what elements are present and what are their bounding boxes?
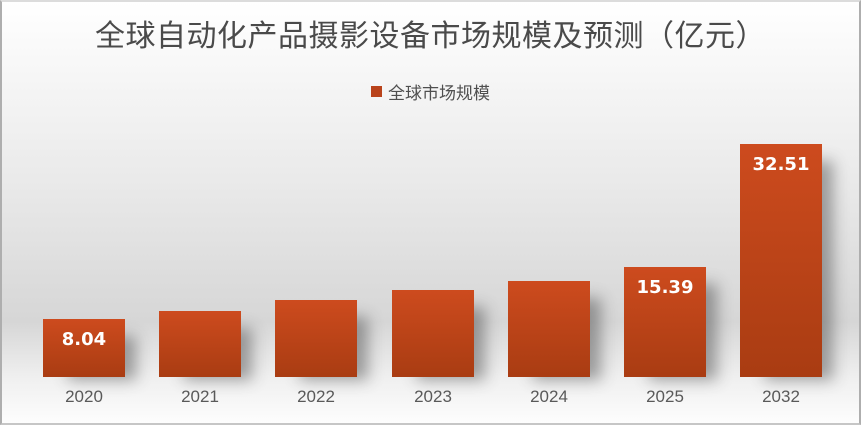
x-axis-label-2025: 2025 bbox=[646, 387, 684, 406]
x-axis-label-2020: 2020 bbox=[65, 387, 103, 406]
x-axis-label-2023: 2023 bbox=[414, 387, 452, 406]
bar-2025: 15.39 bbox=[624, 267, 706, 377]
bar-2021 bbox=[159, 311, 241, 377]
bar-value-label: 15.39 bbox=[636, 277, 694, 298]
bar-2032: 32.51 bbox=[740, 144, 822, 377]
bar-2020: 8.04 bbox=[43, 319, 125, 377]
bar-2022 bbox=[275, 300, 357, 377]
bar-2024 bbox=[508, 281, 590, 377]
x-axis-label-2021: 2021 bbox=[181, 387, 219, 406]
bar-value-label: 32.51 bbox=[752, 154, 810, 175]
legend: 全球市场规模 bbox=[2, 79, 859, 104]
bar-value-label: 8.04 bbox=[61, 329, 107, 350]
legend-swatch-icon bbox=[371, 86, 382, 97]
legend-label: 全球市场规模 bbox=[388, 84, 490, 104]
chart-title: 全球自动化产品摄影设备市场规模及预测（亿元） bbox=[95, 19, 766, 54]
bar-2023 bbox=[392, 290, 474, 377]
x-axis-label-2022: 2022 bbox=[297, 387, 335, 406]
x-axis-label-2024: 2024 bbox=[530, 387, 568, 406]
x-axis-label-2032: 2032 bbox=[762, 387, 800, 406]
